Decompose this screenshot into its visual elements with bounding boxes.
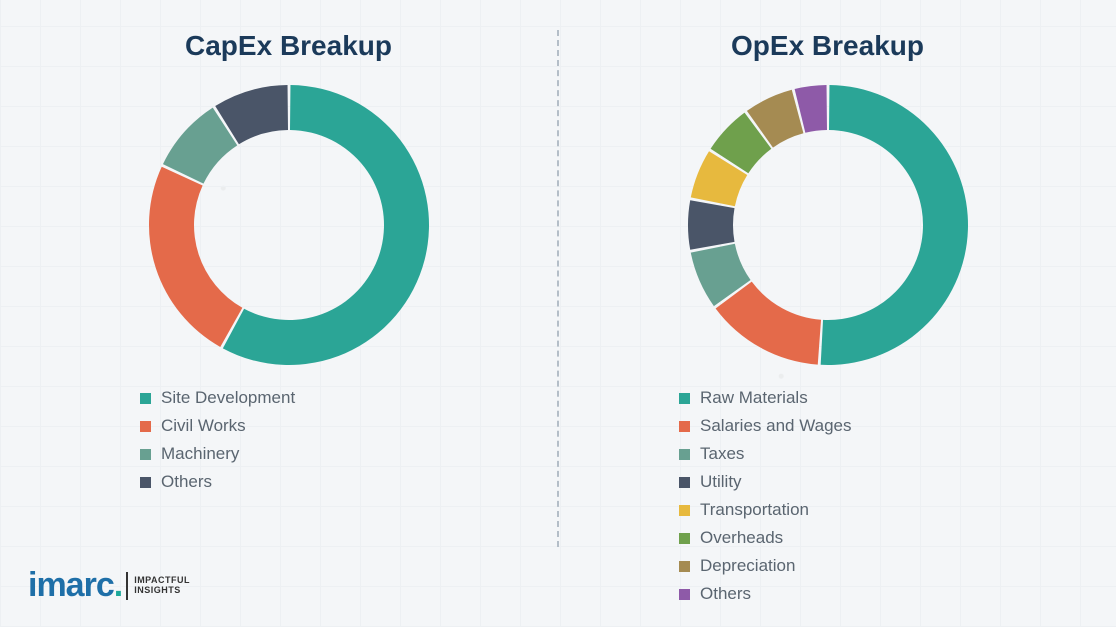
donut-segment [820,85,967,365]
capex-title: CapEx Breakup [185,30,392,62]
legend-label: Utility [700,472,742,492]
capex-donut-chart [144,80,434,370]
legend-item: Salaries and Wages [679,416,852,436]
panel-divider [557,30,559,547]
logo-separator [126,572,128,600]
legend-item: Machinery [140,444,295,464]
opex-title: OpEx Breakup [731,30,924,62]
logo-dot-icon: . [114,566,122,604]
legend-item: Taxes [679,444,852,464]
legend-swatch-icon [679,477,690,488]
capex-legend: Site Development Civil Works Machinery Othe… [30,388,295,500]
legend-label: Overheads [700,528,783,548]
legend-item: Depreciation [679,556,852,576]
charts-container: CapEx Breakup Site Development Civil Work… [0,0,1116,627]
legend-swatch-icon [679,421,690,432]
legend-item: Utility [679,472,852,492]
brand-logo: imarc. IMPACTFUL INSIGHTS [28,566,190,605]
legend-swatch-icon [140,477,151,488]
legend-label: Site Development [161,388,295,408]
legend-label: Taxes [700,444,744,464]
capex-panel: CapEx Breakup Site Development Civil Work… [30,20,547,607]
legend-item: Raw Materials [679,388,852,408]
legend-label: Salaries and Wages [700,416,852,436]
donut-segment [688,200,735,250]
legend-item: Others [679,584,852,604]
legend-swatch-icon [140,449,151,460]
legend-item: Transportation [679,500,852,520]
logo-brand: imarc [28,566,114,604]
legend-swatch-icon [679,505,690,516]
legend-item: Site Development [140,388,295,408]
legend-swatch-icon [679,533,690,544]
legend-label: Depreciation [700,556,795,576]
legend-label: Civil Works [161,416,246,436]
legend-swatch-icon [140,421,151,432]
donut-segment [148,167,241,347]
logo-tagline-line1: IMPACTFUL [134,575,190,585]
logo-tagline: IMPACTFUL INSIGHTS [134,576,190,596]
legend-label: Machinery [161,444,239,464]
legend-label: Transportation [700,500,809,520]
legend-swatch-icon [140,393,151,404]
legend-swatch-icon [679,393,690,404]
opex-legend: Raw Materials Salaries and Wages Taxes Util… [569,388,852,612]
legend-item: Civil Works [140,416,295,436]
opex-donut-chart [683,80,973,370]
legend-label: Others [161,472,212,492]
legend-swatch-icon [679,449,690,460]
legend-label: Raw Materials [700,388,808,408]
legend-item: Others [140,472,295,492]
logo-text: imarc. [28,566,122,605]
opex-panel: OpEx Breakup Raw Materials Salaries and W… [569,20,1086,607]
legend-swatch-icon [679,589,690,600]
legend-swatch-icon [679,561,690,572]
legend-label: Others [700,584,751,604]
legend-item: Overheads [679,528,852,548]
donut-segment [715,282,820,365]
capex-donut-svg [144,80,434,370]
opex-donut-svg [683,80,973,370]
logo-tagline-line2: INSIGHTS [134,585,181,595]
